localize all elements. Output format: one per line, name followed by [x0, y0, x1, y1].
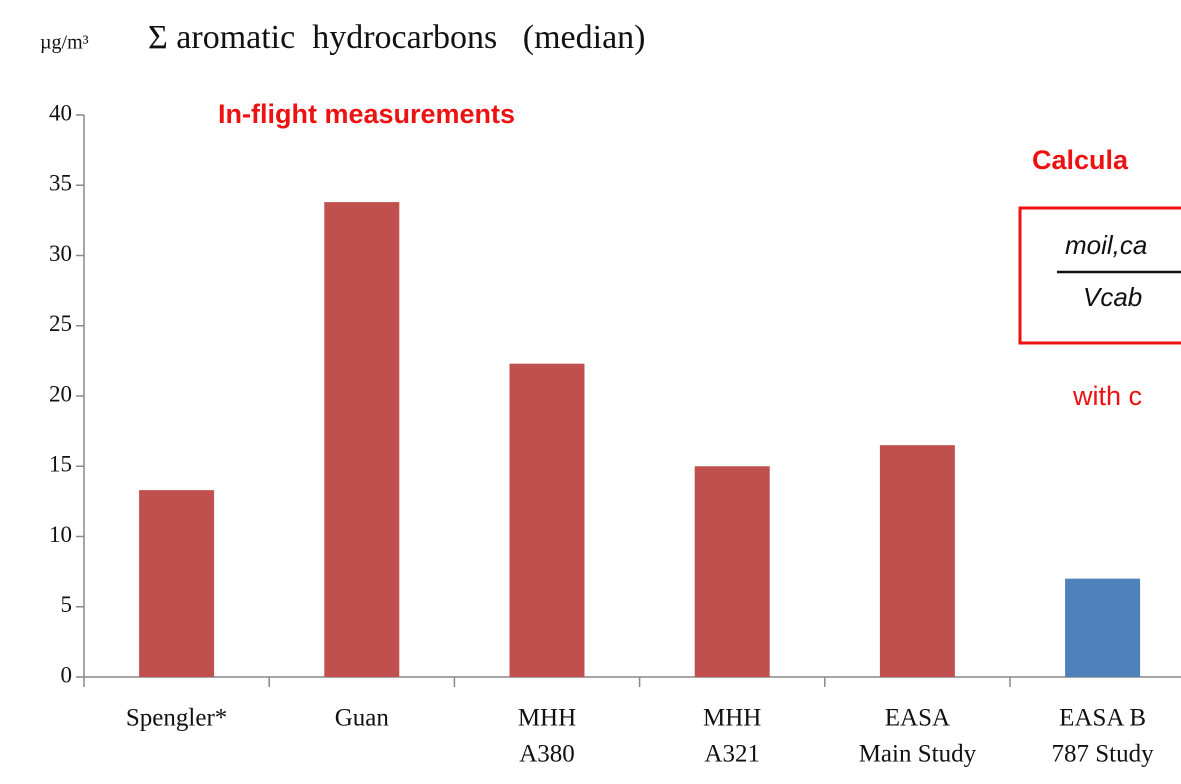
- y-tick-label: 5: [61, 592, 73, 617]
- bar: [879, 445, 955, 677]
- y-tick-label: 15: [49, 452, 72, 477]
- bar: [1065, 578, 1141, 677]
- y-tick-label: 0: [61, 662, 73, 687]
- x-tick-label: EASA B: [1059, 705, 1146, 732]
- unit-label: µg/m³: [40, 32, 89, 54]
- y-tick-label: 20: [49, 381, 72, 406]
- annotation: with c: [1072, 381, 1142, 411]
- y-tick-label: 35: [49, 171, 72, 196]
- x-tick-label: MHH: [518, 705, 576, 732]
- x-tick-label: Main Study: [859, 741, 977, 768]
- x-tick-label: Spengler*: [126, 705, 227, 732]
- y-tick-label: 40: [49, 100, 72, 125]
- x-tick-label: MHH: [703, 705, 761, 732]
- annotation: In-flight measurements: [218, 99, 515, 129]
- chart-title: Σ aromatic hydrocarbons (median): [148, 19, 646, 56]
- annotation: Calcula: [1032, 145, 1129, 175]
- bar: [694, 466, 770, 677]
- bar: [139, 490, 215, 677]
- x-tick-label: A321: [704, 741, 760, 768]
- y-tick-label: 25: [49, 311, 72, 336]
- x-tick-label: A380: [519, 741, 575, 768]
- y-tick-label: 30: [49, 241, 72, 266]
- y-tick-label: 10: [49, 522, 72, 547]
- formula-denominator: Vcab: [1083, 282, 1142, 312]
- bar: [324, 202, 400, 678]
- formula-numerator: moil,ca: [1065, 230, 1147, 260]
- x-tick-label: EASA: [885, 705, 950, 732]
- formula-box: [1018, 206, 1181, 345]
- x-tick-label: 787 Study: [1052, 741, 1155, 768]
- x-tick-label: Guan: [335, 705, 390, 732]
- bar: [509, 363, 585, 677]
